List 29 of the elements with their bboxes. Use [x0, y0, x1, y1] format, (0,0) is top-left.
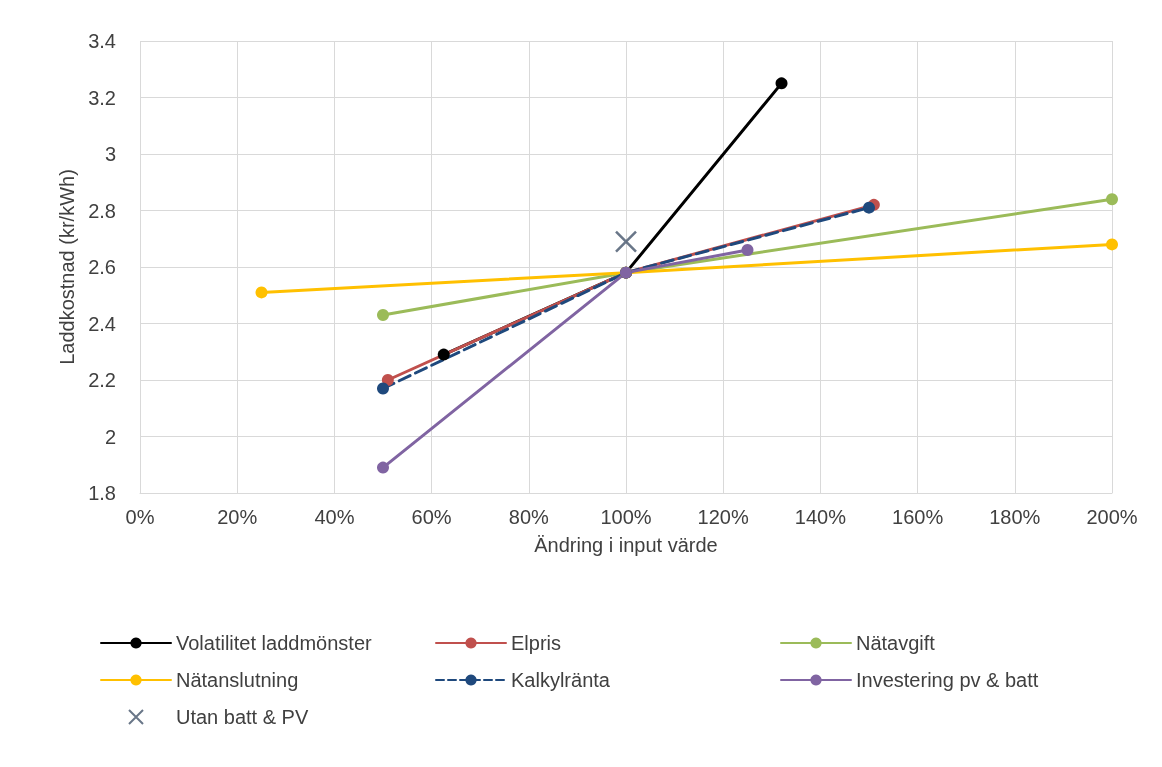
x-axis-title: Ändring i input värde: [534, 534, 718, 556]
y-tick-label: 3: [104, 143, 116, 165]
legend-label: Elpris: [511, 632, 562, 654]
x-tick-label: 160%: [892, 506, 944, 528]
legend-label: Nätanslutning: [176, 669, 299, 691]
x-tick-label: 100%: [600, 506, 652, 528]
y-tick-label: 3.4: [88, 30, 116, 52]
x-tick-label: 20%: [217, 506, 258, 528]
y-tick-label: 3.2: [88, 86, 116, 109]
legend-label: Utan batt & PV: [176, 706, 309, 728]
x-tick-label: 180%: [989, 506, 1041, 528]
x-tick-label: 120%: [697, 506, 749, 528]
x-tick-label: 140%: [794, 506, 847, 528]
y-tick-label: 2.8: [88, 199, 116, 222]
x-tick-label: 60%: [411, 506, 452, 528]
legend-label: Nätavgift: [856, 632, 936, 654]
y-tick-label: 2.6: [88, 256, 116, 278]
y-tick-label: 1.8: [88, 482, 116, 504]
legend-label: Investering pv & batt: [856, 669, 1039, 691]
x-tick-label: 40%: [314, 506, 355, 528]
legend-label: Kalkylränta: [511, 669, 611, 691]
legend-label: Volatilitet laddmönster: [176, 632, 372, 654]
y-tick-label: 2.4: [88, 312, 116, 335]
x-tick-label: 80%: [508, 506, 550, 528]
x-tick-label: 200%: [1086, 506, 1138, 528]
y-tick-label: 2.2: [88, 369, 116, 391]
y-axis-title: Laddkostnad (kr/kWh): [56, 169, 79, 365]
y-tick-label: 2: [104, 425, 116, 448]
x-tick-label: 0%: [125, 506, 155, 528]
